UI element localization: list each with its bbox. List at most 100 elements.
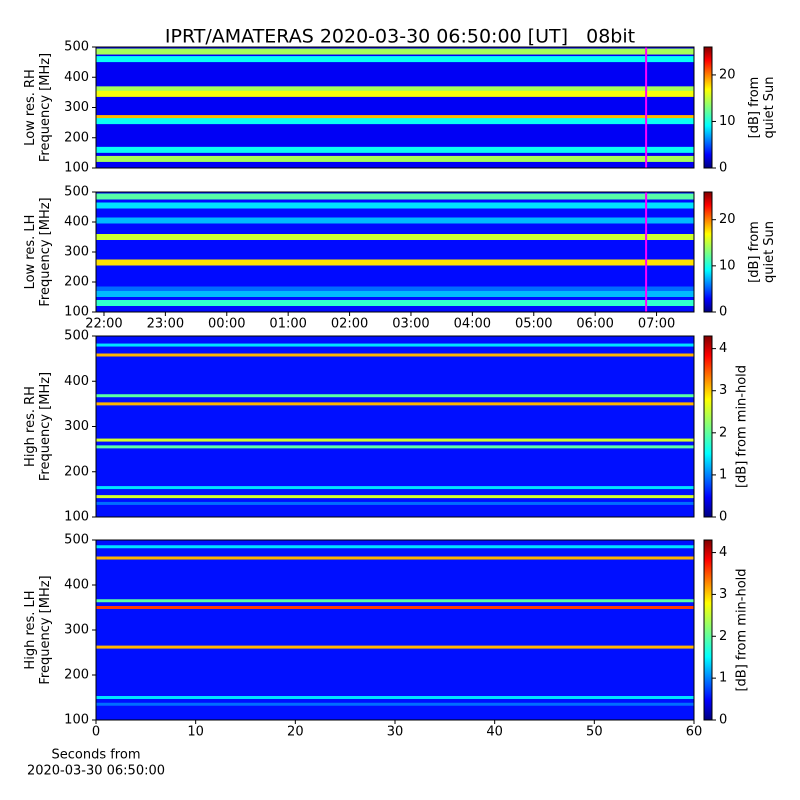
colorbar-label: quiet Sun (762, 76, 777, 138)
emission-band (96, 438, 694, 442)
y-tick-label: 500 (64, 329, 89, 344)
emission-band (96, 90, 694, 97)
y-tick-label: 400 (64, 578, 89, 593)
y-tick-label: 200 (64, 668, 89, 683)
colorbar-tick-label: 3 (719, 587, 727, 602)
y-tick-label: 500 (64, 40, 89, 55)
x-tick-label: 05:00 (515, 317, 552, 332)
colorbar-tick-label: 10 (719, 258, 736, 273)
colorbar-tick-label: 2 (719, 629, 727, 644)
x-tick-label: 06:00 (576, 317, 613, 332)
colorbar-tick-label: 1 (719, 467, 727, 482)
y-tick-label: 100 (64, 510, 89, 525)
emission-band (96, 234, 694, 240)
colorbar-tick-label: 0 (719, 510, 727, 525)
x-tick-label: 04:00 (454, 317, 491, 332)
y-tick-label: 500 (64, 533, 89, 548)
colorbar-tick-label: 4 (719, 341, 727, 356)
colorbar-label: [dB] from min-hold (735, 568, 750, 691)
emission-band (96, 291, 694, 297)
x-tick-label: 60 (686, 725, 703, 740)
emission-band (96, 402, 694, 406)
emission-band (96, 300, 694, 306)
y-axis-label: High res. RH (23, 386, 38, 467)
emission-band (96, 155, 694, 162)
y-tick-label: 300 (64, 419, 89, 434)
y-tick-label: 200 (64, 275, 89, 290)
y-tick-label: 100 (64, 305, 89, 320)
emission-band (96, 286, 694, 293)
y-axis-label: Low res. LH (23, 215, 38, 290)
x-tick-label: 22:00 (85, 317, 122, 332)
colorbar-label: quiet Sun (762, 221, 777, 283)
colorbar-tick-label: 0 (719, 161, 727, 176)
colorbar-label: [dB] from (747, 221, 762, 283)
x-tick-label: 50 (586, 725, 603, 740)
colorbar-tick-label: 1 (719, 671, 727, 686)
emission-band (96, 599, 694, 603)
x-tick-label: 10 (187, 725, 204, 740)
emission-band (96, 501, 694, 505)
x-axis-label: Seconds from (51, 748, 140, 763)
x-tick-label: 0 (92, 725, 100, 740)
x-tick-label: 23:00 (147, 317, 184, 332)
emission-band (96, 445, 694, 449)
figure-title: IPRT/AMATERAS 2020-03-30 06:50:00 [UT] 0… (165, 26, 635, 48)
y-tick-label: 300 (64, 245, 89, 260)
emission-band (96, 48, 694, 55)
x-tick-label: 40 (486, 725, 503, 740)
colorbar-tick-label: 0 (719, 713, 727, 728)
colorbar (703, 539, 713, 721)
colorbar (703, 46, 713, 169)
colorbar-label: [dB] from (747, 77, 762, 139)
emission-band (96, 202, 694, 209)
x-tick-label: 30 (387, 725, 404, 740)
y-tick-label: 500 (64, 185, 89, 200)
x-axis-label: 2020-03-30 06:50:00 (27, 764, 165, 779)
y-tick-label: 400 (64, 374, 89, 389)
emission-band (96, 545, 694, 549)
x-tick-label: 00:00 (208, 317, 245, 332)
colorbar (703, 335, 713, 518)
emission-band (96, 259, 694, 266)
y-axis-label: Frequency [MHz] (38, 372, 53, 481)
y-tick-label: 300 (64, 100, 89, 115)
y-tick-label: 100 (64, 161, 89, 176)
emission-band (96, 86, 694, 93)
emission-band (96, 146, 694, 153)
y-tick-label: 200 (64, 130, 89, 145)
colorbar-tick-label: 0 (719, 305, 727, 320)
emission-band (96, 56, 694, 63)
x-tick-label: 02:00 (331, 317, 368, 332)
colorbar-tick-label: 20 (719, 212, 736, 227)
colorbar-tick-label: 10 (719, 114, 736, 129)
colorbar-tick-label: 3 (719, 383, 727, 398)
x-tick-label: 03:00 (392, 317, 429, 332)
emission-band (96, 495, 694, 499)
y-axis-label: Frequency [MHz] (38, 575, 53, 684)
y-axis-label: Low res. RH (23, 69, 38, 146)
y-tick-label: 200 (64, 464, 89, 479)
emission-band (96, 353, 694, 357)
y-tick-label: 100 (64, 713, 89, 728)
emission-band (96, 343, 694, 347)
emission-band (96, 702, 694, 706)
spectrogram-background (96, 540, 694, 720)
colorbar-tick-label: 4 (719, 545, 727, 560)
emission-band (96, 556, 694, 560)
emission-band (96, 486, 694, 490)
x-tick-label: 07:00 (638, 317, 675, 332)
emission-band (96, 606, 694, 609)
y-tick-label: 400 (64, 70, 89, 85)
y-tick-label: 300 (64, 623, 89, 638)
y-tick-label: 400 (64, 215, 89, 230)
y-axis-label: Frequency [MHz] (38, 53, 53, 162)
emission-band (96, 645, 694, 649)
spectrogram-background (96, 336, 694, 517)
emission-band (96, 115, 694, 122)
emission-band (96, 118, 694, 125)
y-axis-label: Frequency [MHz] (38, 197, 53, 306)
colorbar-tick-label: 20 (719, 67, 736, 82)
y-axis-label: High res. LH (23, 590, 38, 669)
